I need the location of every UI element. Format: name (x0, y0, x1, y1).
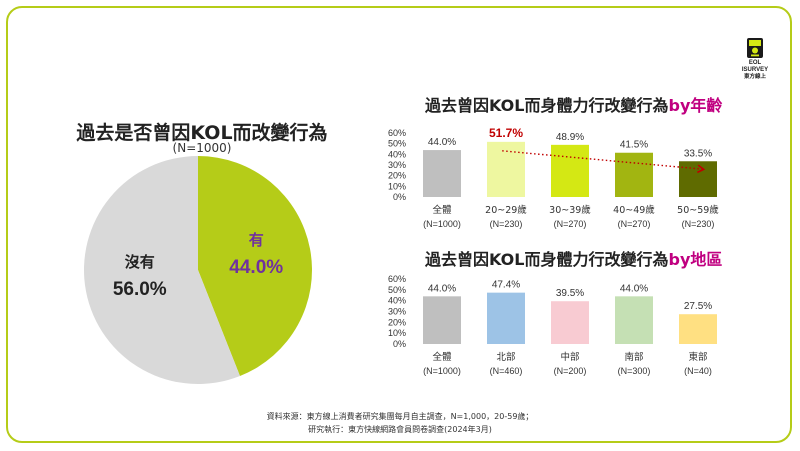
pie-chart-title: 過去是否曾因KOL而改變行為 (76, 122, 328, 144)
age-chart-bar (679, 161, 717, 197)
age-chart-bar (423, 150, 461, 197)
age-chart-value-label: 48.9% (556, 132, 584, 143)
region-chart-title-highlight: by地區 (668, 250, 723, 269)
region-chart-bar (487, 292, 525, 344)
age-bar-chart: 0%10%20%30%40%50%60% 44.0% 全體 (N=1000) 51.7%… (388, 126, 719, 229)
logo-text-isurvey: ISURVEY (741, 67, 769, 73)
age-chart-category-label: 50~59歲 (677, 204, 719, 216)
region-chart-bar (551, 301, 589, 344)
region-chart-ytick-label: 60% (388, 274, 406, 284)
age-chart-title-main: 過去曾因KOL而身體力行改變行為 (425, 96, 669, 115)
age-chart-ytick-label: 20% (388, 171, 406, 181)
age-chart-ytick-label: 10% (388, 181, 406, 191)
age-chart-value-label: 41.5% (620, 140, 648, 151)
age-chart-ytick-label: 0% (393, 192, 406, 202)
region-chart-bar (423, 296, 461, 344)
age-chart-sample-size-label: (N=270) (618, 219, 651, 229)
age-chart-bar (551, 144, 589, 197)
region-chart-ytick-label: 50% (388, 285, 406, 295)
region-chart-value-label: 44.0% (428, 283, 456, 294)
region-chart-value-label: 39.5% (556, 288, 584, 299)
pie-label-yes: 有 (249, 231, 264, 249)
logo-text-company: 東方線上 (743, 74, 766, 80)
pie-value-yes: 44.0% (229, 257, 283, 278)
region-chart-ytick-label: 30% (388, 307, 406, 317)
pie-slice-no (83, 155, 240, 384)
region-chart-title-main: 過去曾因KOL而身體力行改變行為 (425, 250, 669, 269)
region-chart-value-label: 27.5% (684, 301, 712, 312)
region-chart-value-label: 44.0% (620, 283, 648, 294)
age-chart-category-label: 20~29歲 (485, 204, 527, 216)
region-chart-ytick-label: 10% (388, 328, 406, 338)
age-chart-value-label: 51.7% (489, 126, 523, 140)
logo-mark-icon (747, 38, 763, 58)
age-chart-category-label: 全體 (432, 204, 452, 216)
age-chart-bar (487, 141, 525, 197)
age-chart-trend-line (502, 150, 704, 170)
region-chart-bar (679, 314, 717, 344)
region-chart-bar (615, 296, 653, 344)
region-chart-title: 過去曾因KOL而身體力行改變行為by地區 (425, 246, 722, 270)
age-chart-category-label: 40~49歲 (613, 204, 655, 216)
pie-chart-subtitle: (N=1000) (172, 141, 232, 155)
source-note: 資料來源：東方線上消費者研究集團每月自主調查，N=1,000，20-59歲； 研… (200, 410, 600, 436)
age-chart-value-label: 44.0% (428, 137, 456, 148)
age-chart-bar (615, 152, 653, 197)
region-chart-sample-size-label: (N=300) (618, 366, 651, 376)
region-chart-value-label: 47.4% (492, 280, 520, 291)
age-chart-value-label: 33.5% (684, 148, 712, 159)
age-chart-sample-size-label: (N=230) (490, 219, 523, 229)
age-chart-title: 過去曾因KOL而身體力行改變行為by年齡 (425, 92, 722, 116)
region-chart-ytick-label: 40% (388, 296, 406, 306)
age-chart-ytick-label: 50% (388, 139, 406, 149)
region-bar-chart: 0%10%20%30%40%50%60% 44.0% 全體 (N=1000) 47.4%… (388, 274, 717, 376)
pie-label-no: 沒有 (125, 253, 155, 271)
pie-value-no: 56.0% (113, 279, 167, 300)
age-chart-sample-size-label: (N=1000) (423, 219, 461, 229)
eol-isurvey-logo: EOL ISURVEY 東方線上 (738, 38, 772, 81)
age-chart-trend-arrow-icon (697, 164, 706, 174)
age-chart-title-highlight: by年齡 (668, 96, 723, 115)
age-chart-ytick-label: 30% (388, 160, 406, 170)
region-chart-category-label: 中部 (560, 351, 579, 363)
region-chart-sample-size-label: (N=1000) (423, 366, 461, 376)
pie-slice-yes (198, 156, 312, 376)
region-chart-category-label: 全體 (432, 351, 452, 363)
source-line-2: 研究執行：東方快線網路會員問卷調查(2024年3月) (308, 425, 492, 434)
region-chart-category-label: 東部 (688, 351, 707, 363)
age-chart-sample-size-label: (N=270) (554, 219, 587, 229)
region-chart-category-label: 南部 (624, 351, 643, 363)
region-chart-category-label: 北部 (496, 351, 515, 363)
region-chart-sample-size-label: (N=200) (554, 366, 587, 376)
logo-text-eol: EOL (748, 60, 762, 66)
age-chart-ytick-label: 40% (388, 149, 406, 159)
source-line-1: 資料來源：東方線上消費者研究集團每月自主調查，N=1,000，20-59歲； (266, 412, 534, 421)
region-chart-ytick-label: 20% (388, 317, 406, 327)
age-chart-sample-size-label: (N=230) (682, 219, 715, 229)
age-chart-category-label: 30~39歲 (549, 204, 591, 216)
region-chart-ytick-label: 0% (393, 339, 406, 349)
age-chart-ytick-label: 60% (388, 128, 406, 138)
region-chart-sample-size-label: (N=40) (684, 366, 712, 376)
region-chart-sample-size-label: (N=460) (490, 366, 523, 376)
